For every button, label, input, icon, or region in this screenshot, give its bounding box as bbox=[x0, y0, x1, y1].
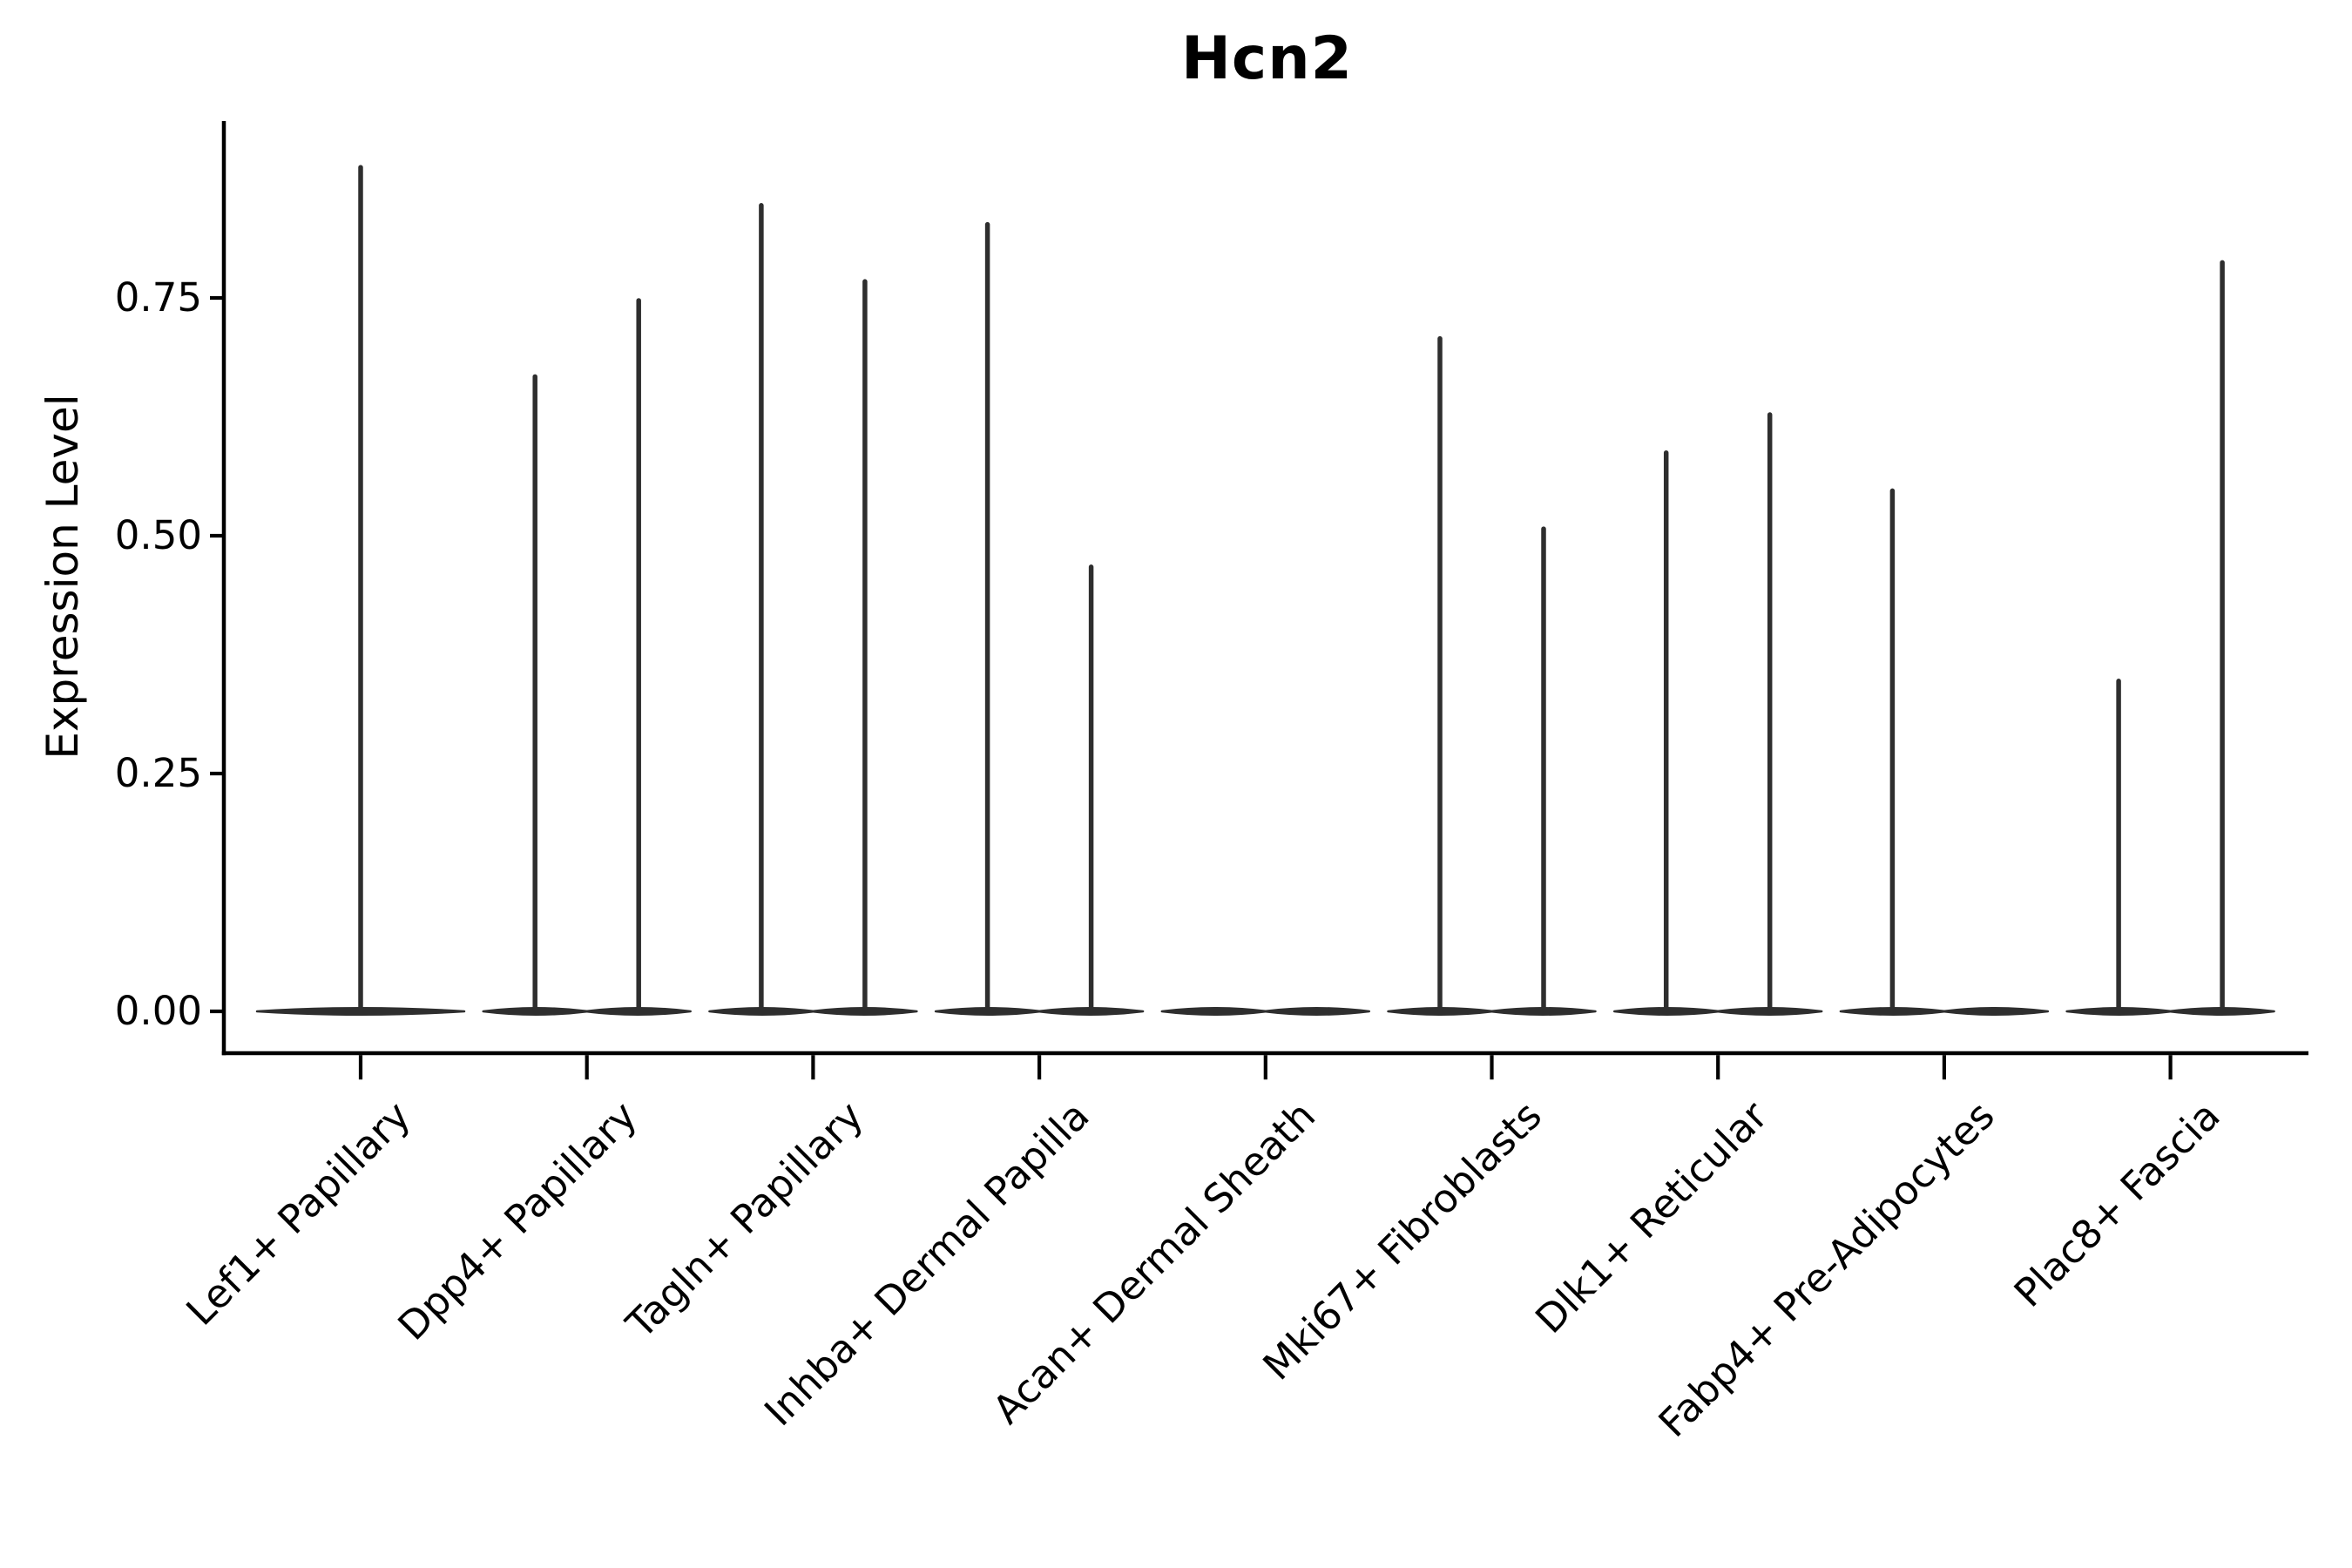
violin-body-right bbox=[1941, 1007, 2050, 1016]
y-tick-label: 0.25 bbox=[114, 750, 202, 796]
violin-body-right bbox=[1262, 1007, 1371, 1016]
y-tick-label: 0.50 bbox=[114, 512, 202, 558]
y-tick-label: 0.75 bbox=[114, 274, 202, 321]
y-tick-label: 0.00 bbox=[114, 988, 202, 1034]
violin-body-left bbox=[1160, 1007, 1269, 1016]
plot-title: Hcn2 bbox=[1181, 24, 1353, 93]
